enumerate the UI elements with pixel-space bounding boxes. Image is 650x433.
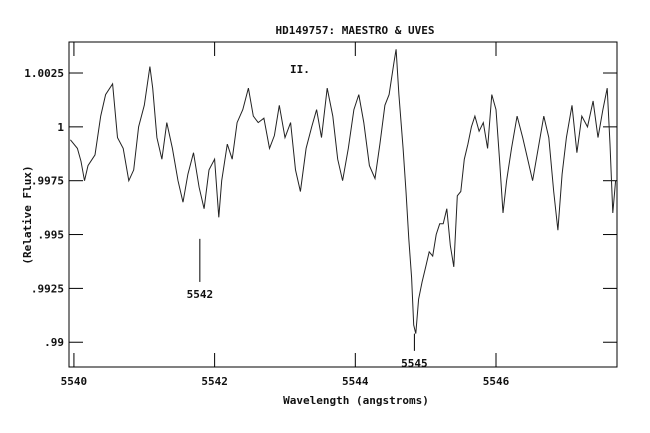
chart-title: HD149757: MAESTRO & UVES [276,24,435,37]
y-axis-label: (Relative Flux) [21,165,34,264]
y-tick-label: .9925 [31,282,64,295]
annotation-label: 5542 [187,288,214,301]
y-tick-label: .9975 [31,175,64,188]
y-tick-label: 1 [57,121,64,134]
x-tick-label: 5542 [201,375,228,388]
x-axis-label: Wavelength (angstroms) [283,394,429,407]
y-tick-label: .995 [38,229,65,242]
y-tick-label: .99 [44,336,64,349]
x-tick-label: 5546 [483,375,510,388]
plot-frame [68,41,618,368]
spectrum-line [70,49,617,334]
panel-label: II. [290,63,310,76]
x-tick-label: 5540 [61,375,88,388]
ticks-layer: 5540 5542 5544 5546 1.0025 1 .9975 .995 .9925 .99 [24,42,617,388]
y-tick-label: 1.0025 [24,67,64,80]
annotation-layer: 5542 5545 [187,238,428,370]
x-tick-label: 5544 [342,375,369,388]
annotation-label: 5545 [401,357,428,370]
